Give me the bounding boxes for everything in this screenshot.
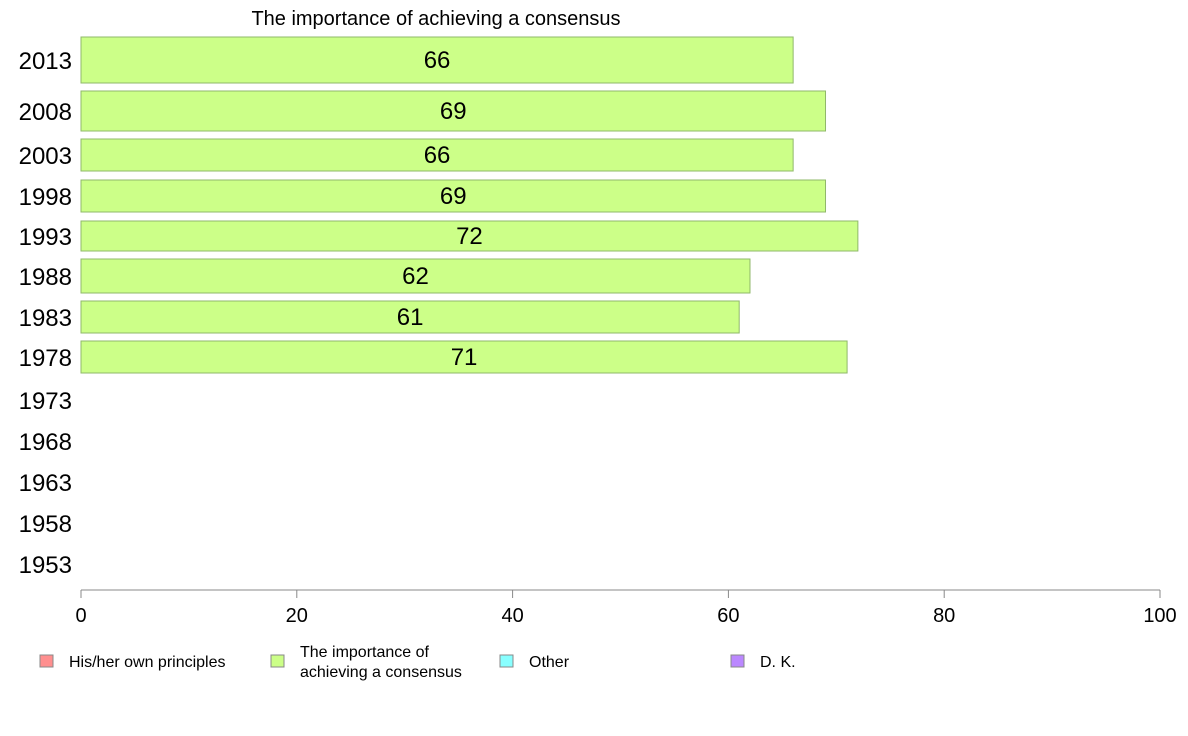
bar xyxy=(80,300,740,334)
legend-swatch xyxy=(39,654,54,668)
y-tick-label: 1993 xyxy=(19,224,72,251)
x-tick-label: 100 xyxy=(1143,605,1176,627)
x-tick-label: 0 xyxy=(75,605,86,627)
bar xyxy=(80,340,848,374)
data-label: 62 xyxy=(402,263,429,290)
bar xyxy=(80,138,794,172)
bars-group: 66 69 66 69 72 62 61 71 xyxy=(80,36,859,374)
bar xyxy=(80,258,751,294)
y-tick-label: 1963 xyxy=(19,470,72,497)
x-axis: 0 20 40 60 80 100 xyxy=(75,589,1177,627)
bar xyxy=(80,220,859,252)
y-tick-label: 2013 xyxy=(19,48,72,75)
x-tick-label: 40 xyxy=(501,605,523,627)
bar xyxy=(80,36,794,84)
y-tick-label: 1978 xyxy=(19,345,72,372)
data-label: 66 xyxy=(424,47,451,74)
data-label: 72 xyxy=(456,223,483,250)
y-tick-label: 2008 xyxy=(19,99,72,126)
legend-label: The importance of xyxy=(300,644,430,661)
y-tick-label: 1998 xyxy=(19,184,72,211)
legend-label: achieving a consensus xyxy=(300,664,462,681)
y-tick-label: 1968 xyxy=(19,429,72,456)
legend-swatch xyxy=(270,654,285,668)
y-tick-label: 1953 xyxy=(19,552,72,579)
x-tick-label: 20 xyxy=(286,605,308,627)
legend-label: Other xyxy=(529,654,570,671)
legend-label: D. K. xyxy=(760,654,796,671)
y-tick-label: 2003 xyxy=(19,143,72,170)
data-label: 66 xyxy=(424,142,451,169)
data-label: 71 xyxy=(451,344,478,371)
legend-label: His/her own principles xyxy=(69,654,226,671)
legend: His/her own principles The importance of a… xyxy=(39,644,796,681)
legend-swatch xyxy=(499,654,514,668)
y-tick-label: 1983 xyxy=(19,305,72,332)
data-label: 69 xyxy=(440,98,467,125)
y-tick-label: 1988 xyxy=(19,264,72,291)
x-tick-label: 80 xyxy=(933,605,955,627)
bar xyxy=(80,90,827,132)
data-label: 61 xyxy=(397,304,424,331)
y-tick-label: 1973 xyxy=(19,388,72,415)
y-axis: 2013 2008 2003 1998 1993 1988 1983 1978 1973 1968… xyxy=(19,48,72,579)
data-label: 69 xyxy=(440,183,467,210)
y-tick-label: 1958 xyxy=(19,511,72,538)
legend-swatch xyxy=(730,654,745,668)
bar xyxy=(80,179,827,213)
x-tick-label: 60 xyxy=(717,605,739,627)
chart-title: The importance of achieving a consensus xyxy=(251,8,620,30)
